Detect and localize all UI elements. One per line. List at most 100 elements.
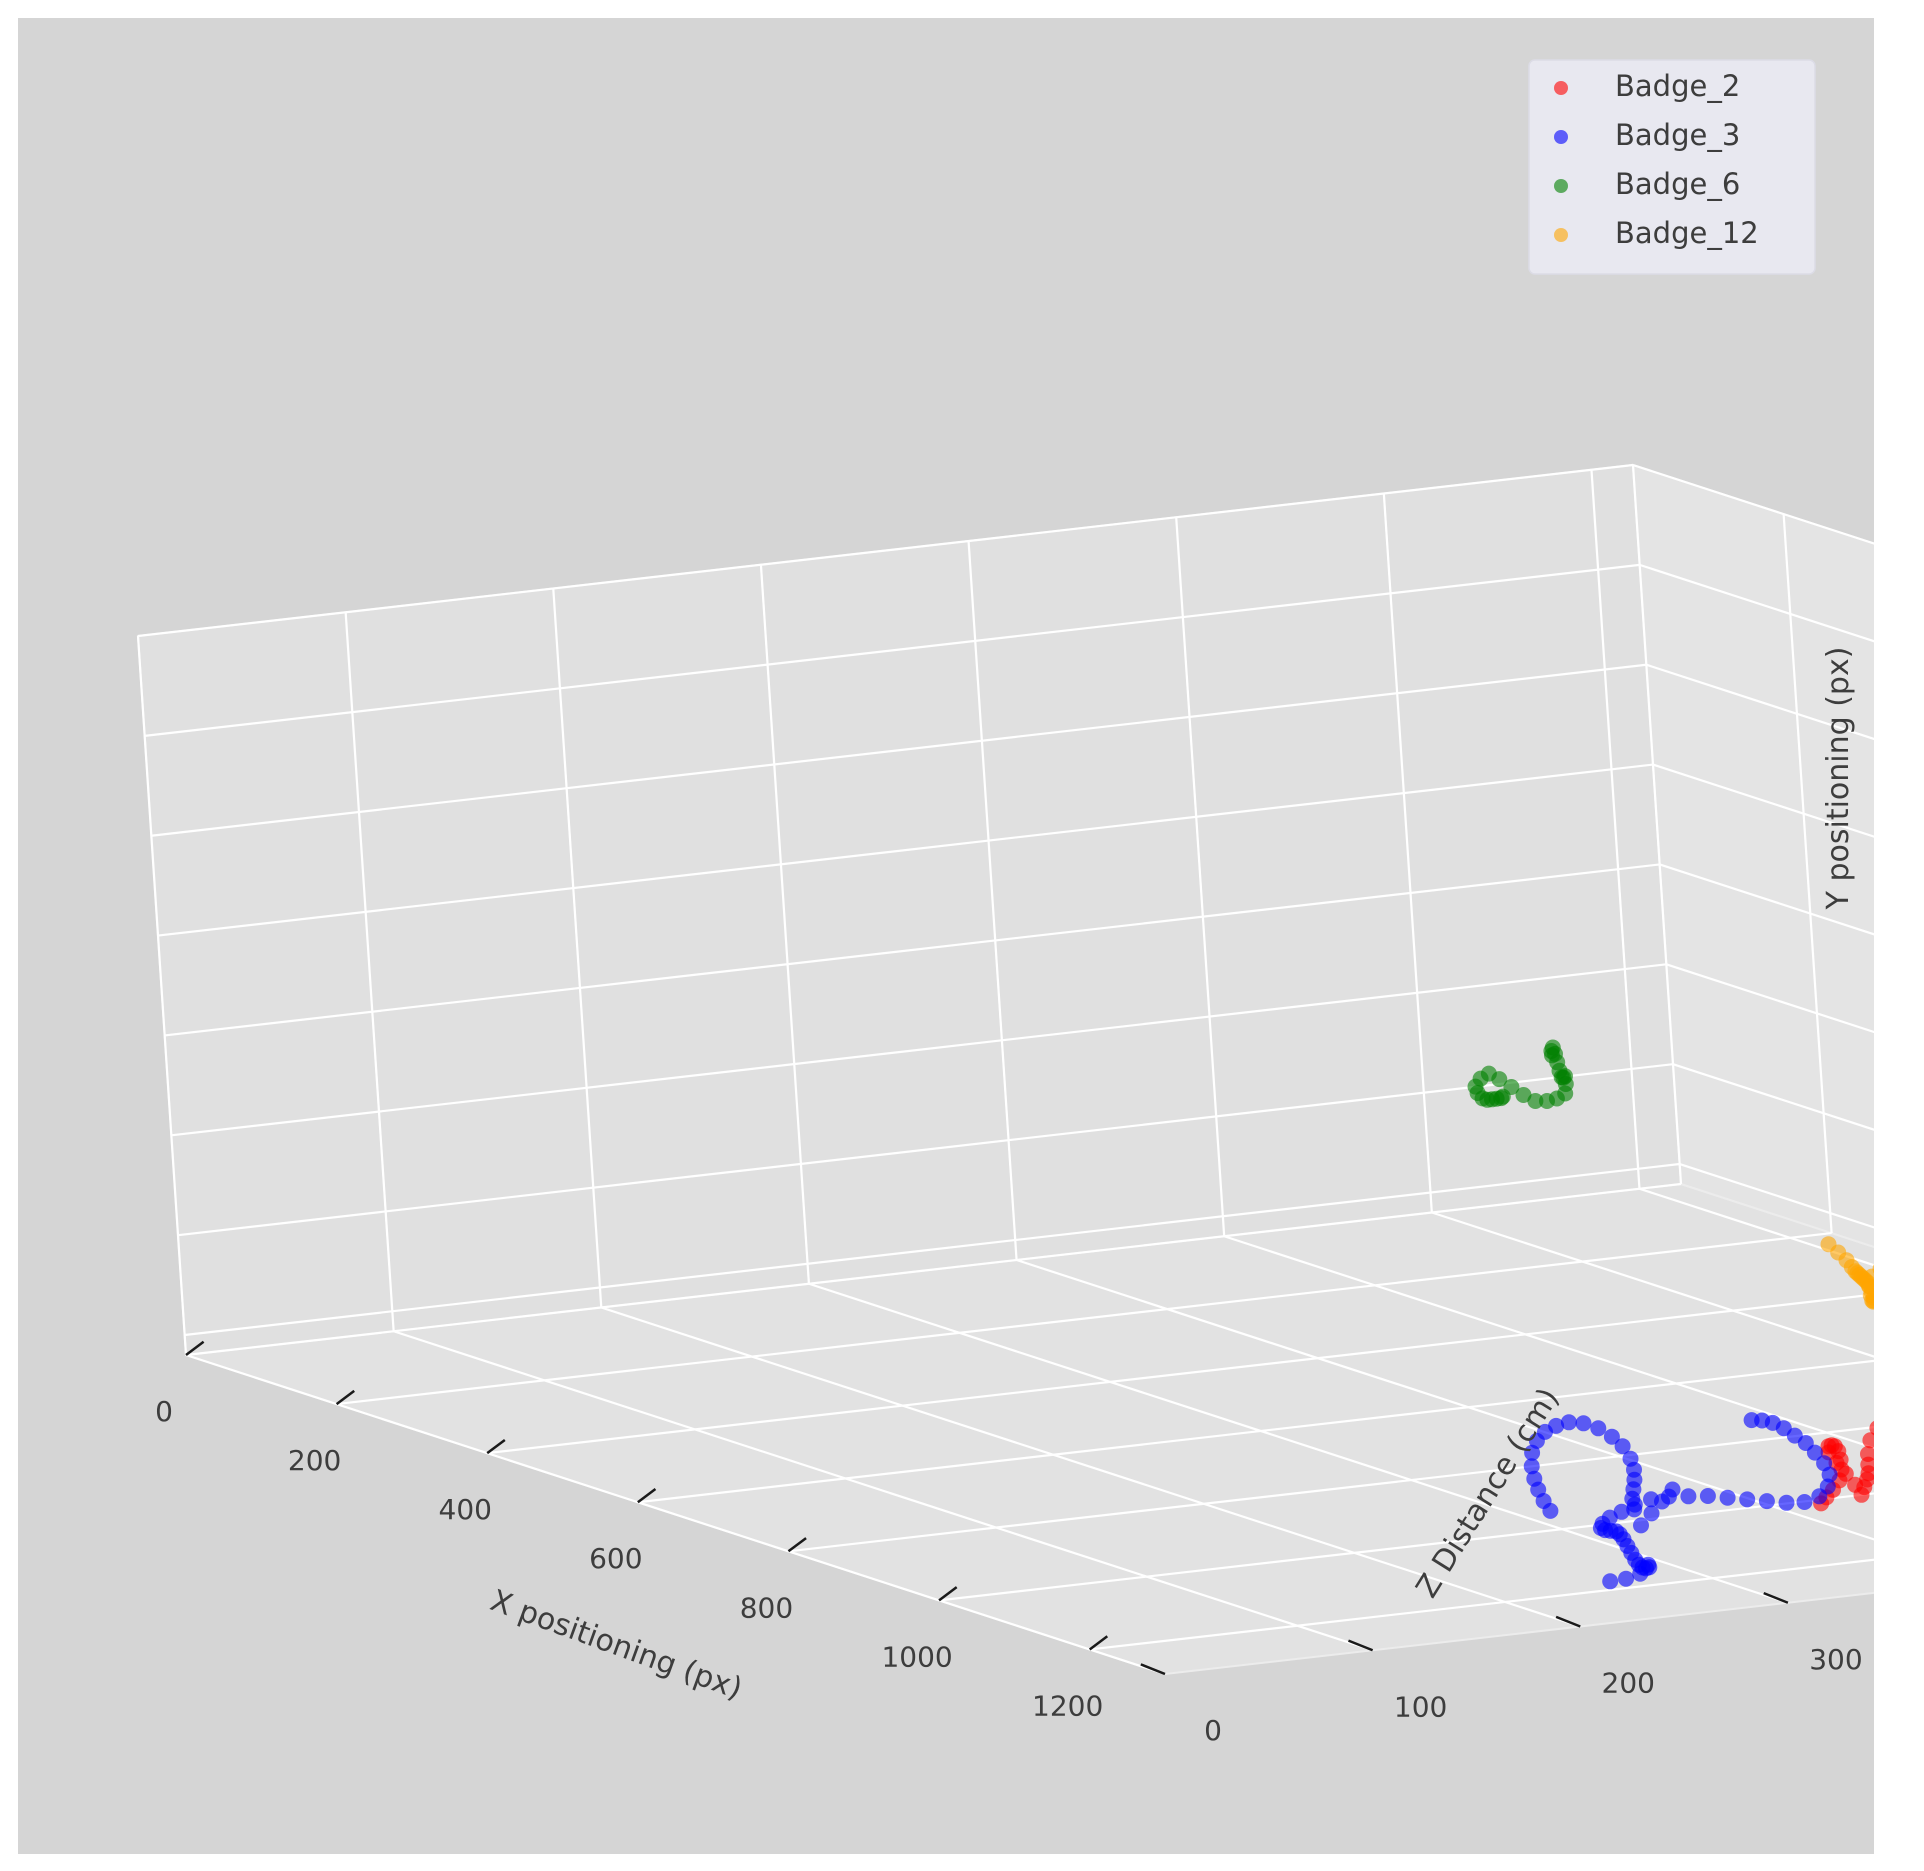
data-point [1494,1088,1511,1105]
x-tick-label: 0 [155,1395,173,1428]
data-point [1699,1488,1716,1504]
series-Badge_3 [1523,1412,1838,1590]
tick-mark [1347,1639,1374,1652]
legend-label: Badge_6 [1615,167,1740,201]
x-tick-label: 200 [288,1444,341,1477]
z-tick-label: 100 [1394,1690,1447,1723]
data-point [1523,1458,1540,1475]
y-axis-label: Y positioning (px) [1821,647,1856,911]
legend: Badge_2 Badge_3 Badge_6 Badge_12 [1528,59,1816,275]
data-point [1560,1414,1577,1431]
y-gridline [157,763,1654,937]
data-point [1719,1489,1736,1506]
y-gridline [144,563,1640,737]
y-gridline [177,1063,1674,1237]
data-point [1869,1420,1874,1436]
data-point [1575,1415,1592,1432]
legend-marker [1554,130,1568,144]
data-point [1613,1503,1630,1520]
z-tick-label: 300 [1809,1643,1862,1676]
data-point [1618,1570,1634,1587]
data-point [1539,1093,1555,1109]
legend-box [1528,59,1816,275]
chart-frame: 0200400600800100012000100200300400500600… [18,18,1874,1854]
axis-panes [136,463,1874,1676]
z-tick-label: 200 [1602,1667,1655,1700]
x-gridline [1089,1558,1874,1651]
data-point [1632,1565,1649,1582]
y-gridline [1645,663,1874,741]
z-tick-label: 0 [1204,1714,1222,1747]
data-point [1806,1444,1823,1461]
tick-mark [185,1340,205,1357]
data-point [1796,1494,1813,1510]
z-gridline [185,1353,1166,1676]
tick-mark [1555,1615,1581,1628]
data-point [1811,1488,1828,1505]
x-tick-label: 800 [740,1591,793,1624]
y-gridline [1679,1162,1874,1229]
tick-mark [486,1438,506,1455]
data-point [1847,1476,1864,1493]
data-point [1739,1491,1756,1508]
tick-mark [1763,1591,1789,1604]
z-gridline [393,1330,1373,1652]
data-point [1821,1466,1838,1483]
y-gridline [1632,463,1874,545]
series-Badge_2 [1813,1420,1874,1512]
z-gridline [1016,1258,1874,1541]
x-tick-label: 400 [439,1493,492,1526]
tick-mark [1088,1635,1109,1651]
axis-ticks: 0200400600800100012000100200300400500600… [155,1340,1863,1747]
x-gridline [938,1492,1874,1602]
y-gridline [1659,863,1874,936]
data-point [1542,1502,1559,1519]
y-gridline [1665,963,1874,1034]
data-point [1527,1093,1544,1109]
series-Badge_6 [1467,1039,1574,1109]
z-gridline [600,1306,1581,1628]
data-point [1622,1450,1639,1467]
y-gridline [1672,1063,1874,1131]
legend-marker [1554,81,1568,95]
data-points [1467,1039,1874,1590]
legend-marker [1554,228,1568,242]
z-gridline [1223,1235,1874,1450]
tick-mark [335,1389,355,1406]
y-gridline [137,463,1634,638]
chart-3d-scatter: 0200400600800100012000100200300400500600… [136,59,1874,1747]
z-gridline [1431,1211,1874,1358]
x-tick-label: 1000 [881,1640,952,1673]
data-point [1602,1573,1619,1590]
data-point [1862,1432,1874,1449]
legend-label: Badge_3 [1615,118,1740,152]
data-point [1633,1517,1649,1534]
data-point [1778,1494,1795,1511]
legend-label: Badge_2 [1615,69,1740,103]
x-gridline [637,1359,1874,1504]
data-point [1524,1444,1541,1461]
x-tick-label: 600 [589,1542,642,1575]
y-gridline [164,863,1660,1037]
y-gridline [1639,563,1874,643]
data-point [1515,1087,1532,1103]
y-gridline [184,1162,1680,1337]
data-point [1664,1481,1681,1498]
legend-marker [1554,179,1568,193]
legend-label: Badge_12 [1615,216,1759,250]
tick-mark [637,1488,657,1504]
tick-mark [1140,1663,1166,1676]
data-point [1590,1420,1607,1437]
x-tick-label: 1200 [1032,1689,1103,1722]
data-point [1614,1438,1631,1455]
series-Badge_12 [1820,1236,1874,1310]
data-point [1603,1428,1620,1445]
data-point [1758,1493,1775,1510]
y-gridline [171,963,1667,1137]
z-gridline [1639,1187,1874,1267]
data-point [1654,1493,1670,1510]
data-point [1680,1488,1697,1505]
tick-mark [938,1586,958,1602]
y-gridline [151,663,1647,837]
tick-mark [787,1537,807,1553]
